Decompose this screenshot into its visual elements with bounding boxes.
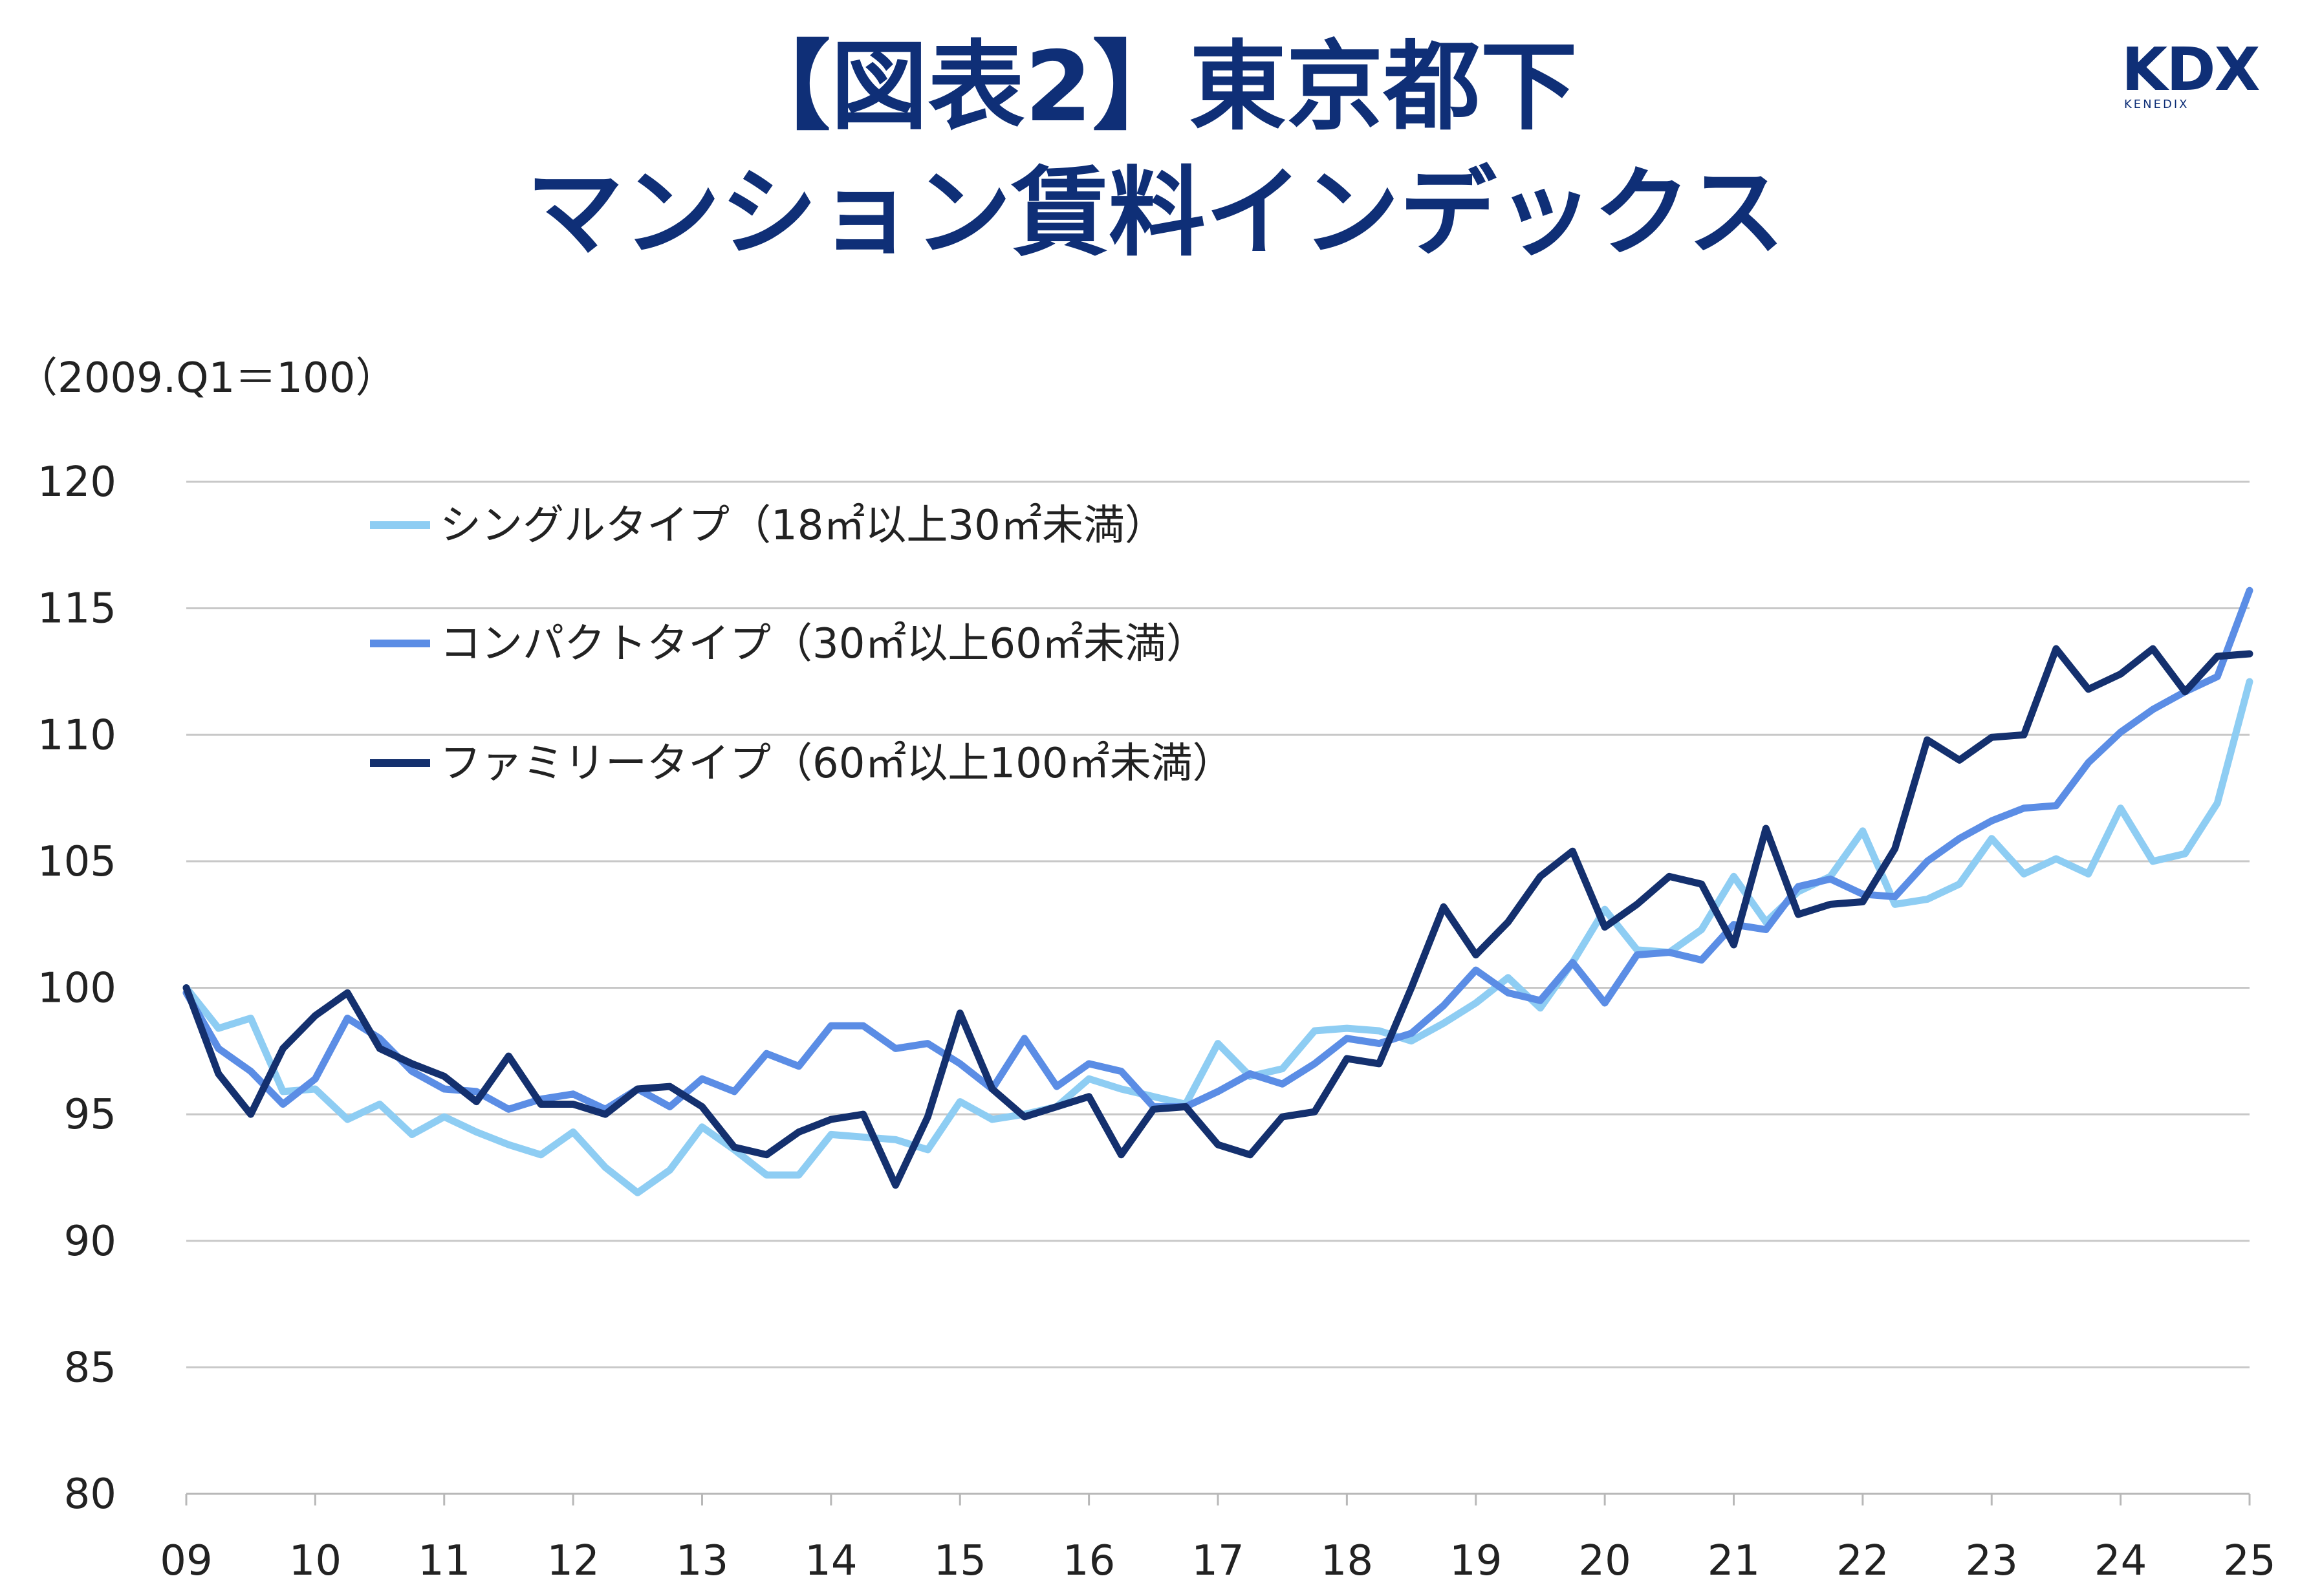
legend-label-2: コンパクトタイプ（30㎡以上60㎡未満） bbox=[440, 620, 1208, 668]
x-tick-label: 11 bbox=[418, 1537, 470, 1585]
x-tick-label: 22 bbox=[1836, 1537, 1889, 1585]
y-tick-label: 105 bbox=[38, 838, 116, 886]
y-tick-label: 115 bbox=[38, 585, 116, 633]
legend-label-1: シングルタイプ（18㎡以上30㎡未満） bbox=[440, 502, 1166, 550]
x-tick-label: 15 bbox=[934, 1537, 986, 1585]
x-tick-label: 23 bbox=[1966, 1537, 2018, 1585]
chart-title-line2: マンション賃料インデックス bbox=[526, 157, 1785, 270]
x-tick-label: 24 bbox=[2094, 1537, 2147, 1585]
x-tick-label: 13 bbox=[676, 1537, 728, 1585]
x-tick-label: 17 bbox=[1191, 1537, 1244, 1585]
legend: シングルタイプ（18㎡以上30㎡未満） コンパクトタイプ（30㎡以上60㎡未満） フ… bbox=[370, 502, 1234, 788]
kenedix-logo: KDX KENEDIX bbox=[2121, 35, 2277, 111]
y-tick-label: 120 bbox=[38, 458, 116, 506]
x-tick-label: 25 bbox=[2223, 1537, 2275, 1585]
x-tick-label: 19 bbox=[1449, 1537, 1502, 1585]
gridlines bbox=[186, 480, 2250, 1495]
x-tick-label: 20 bbox=[1578, 1537, 1631, 1585]
y-tick-label: 110 bbox=[38, 711, 116, 759]
series-line-3 bbox=[182, 645, 2253, 1189]
x-tick-label: 21 bbox=[1708, 1537, 1760, 1585]
y-tick-labels: 80 85 90 95 100 105 110 115 120 bbox=[38, 458, 116, 1518]
y-axis-unit-label: （2009.Q1＝100） bbox=[16, 354, 397, 402]
legend-label-3: ファミリータイプ（60㎡以上100㎡未満） bbox=[440, 740, 1234, 788]
x-tick-label: 10 bbox=[289, 1537, 342, 1585]
logo-wordmark: KDX bbox=[2121, 35, 2261, 104]
x-tick-label: 18 bbox=[1321, 1537, 1373, 1585]
x-tick-label: 14 bbox=[805, 1537, 857, 1585]
x-tick-labels: 09 10 11 12 13 14 15 16 17 18 19 20 21 22 23 24 25 bbox=[160, 1537, 2275, 1585]
x-tick-label: 12 bbox=[547, 1537, 599, 1585]
series-line-1 bbox=[182, 678, 2253, 1196]
axes bbox=[185, 1494, 2251, 1505]
y-tick-label: 85 bbox=[64, 1344, 116, 1392]
series-lines bbox=[182, 587, 2253, 1196]
y-tick-label: 80 bbox=[64, 1471, 116, 1518]
y-tick-label: 100 bbox=[38, 965, 116, 1013]
logo-subtext: KENEDIX bbox=[2124, 98, 2189, 111]
chart-title-line1: 【図表2】東京都下 bbox=[733, 31, 1578, 144]
y-tick-label: 90 bbox=[64, 1218, 116, 1266]
x-tick-label: 09 bbox=[160, 1537, 212, 1585]
x-tick-label: 16 bbox=[1063, 1537, 1115, 1585]
y-tick-label: 95 bbox=[64, 1091, 116, 1139]
series-line-2 bbox=[182, 587, 2253, 1113]
